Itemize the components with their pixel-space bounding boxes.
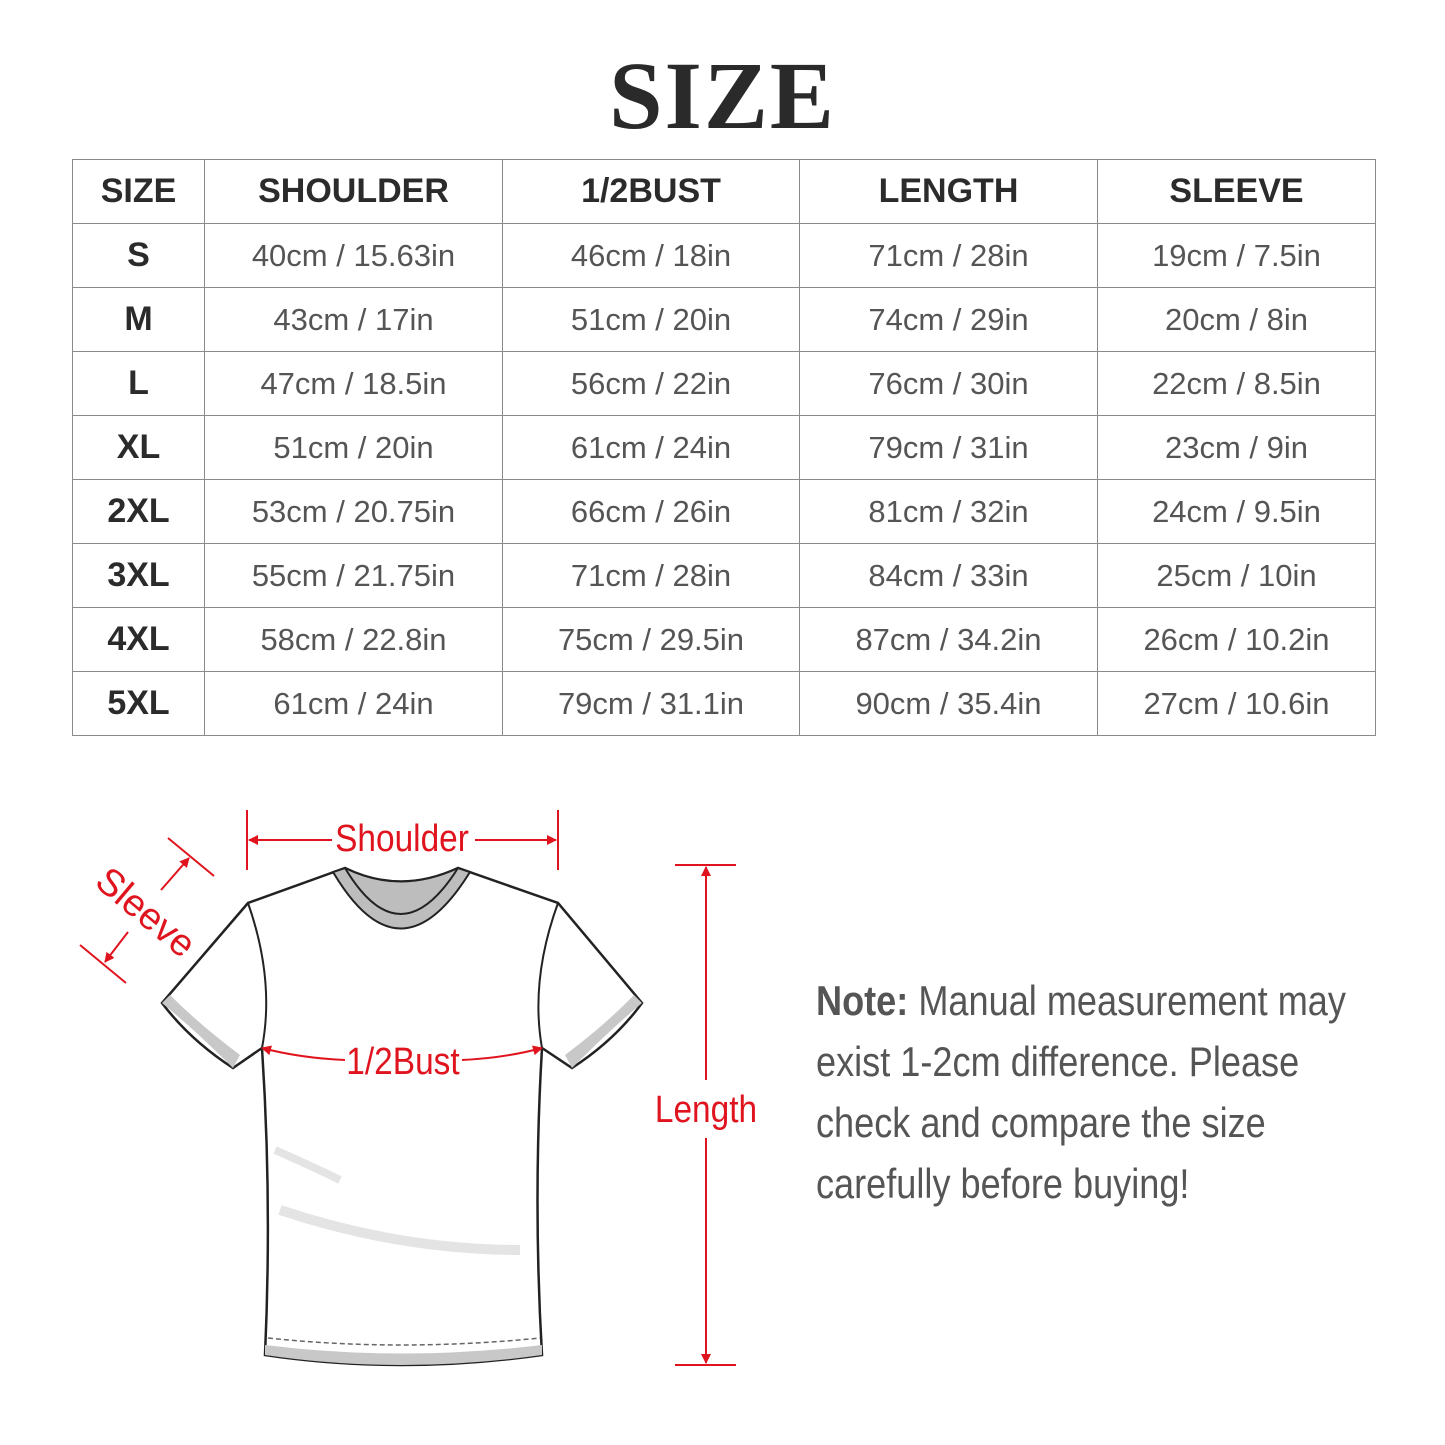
size-cell: 4XL — [72, 607, 205, 672]
sleeve-label: Sleeve — [87, 859, 203, 966]
measurement-cell: 76cm / 30in — [799, 351, 1098, 416]
note-line: Manual measurement may — [918, 977, 1346, 1024]
column-header: SLEEVE — [1097, 159, 1376, 224]
note-text: Note: Manual measurement may exist 1-2cm… — [816, 970, 1346, 1214]
measurement-cell: 74cm / 29in — [799, 287, 1098, 352]
measurement-cell: 24cm / 9.5in — [1097, 479, 1376, 544]
size-cell: L — [72, 351, 205, 416]
table-row: 5XL 61cm / 24in 79cm / 31.1in 90cm / 35.4in… — [72, 671, 1376, 736]
measurement-cell: 22cm / 8.5in — [1097, 351, 1376, 416]
measurement-cell: 55cm / 21.75in — [204, 543, 503, 608]
measurement-cell: 58cm / 22.8in — [204, 607, 503, 672]
note-line: check and compare the size — [816, 1099, 1266, 1146]
measurement-cell: 79cm / 31.1in — [502, 671, 800, 736]
measurement-cell: 56cm / 22in — [502, 351, 800, 416]
size-cell: 3XL — [72, 543, 205, 608]
sleeve-measure — [79, 837, 215, 984]
measurement-cell: 27cm / 10.6in — [1097, 671, 1376, 736]
page-title: SIZE — [609, 42, 836, 149]
note-line: exist 1-2cm difference. Please — [816, 1038, 1300, 1085]
length-label: Length — [655, 1088, 757, 1130]
size-cell: M — [72, 287, 205, 352]
table-row: 2XL 53cm / 20.75in 66cm / 26in 81cm / 32in 2… — [72, 479, 1376, 544]
size-cell: 5XL — [72, 671, 205, 736]
measurement-cell: 66cm / 26in — [502, 479, 800, 544]
measurement-cell: 23cm / 9in — [1097, 415, 1376, 480]
table-row: S 40cm / 15.63in 46cm / 18in 71cm / 28in 19c… — [72, 223, 1376, 288]
bust-measure — [261, 1045, 543, 1061]
measurement-cell: 40cm / 15.63in — [204, 223, 503, 288]
measurement-cell: 43cm / 17in — [204, 287, 503, 352]
size-cell: S — [72, 223, 205, 288]
measurement-cell: 20cm / 8in — [1097, 287, 1376, 352]
length-measure — [675, 864, 736, 1366]
measurement-cell: 61cm / 24in — [204, 671, 503, 736]
measurement-cell: 71cm / 28in — [502, 543, 800, 608]
measurement-cell: 90cm / 35.4in — [799, 671, 1098, 736]
measurement-cell: 75cm / 29.5in — [502, 607, 800, 672]
measurement-cell: 19cm / 7.5in — [1097, 223, 1376, 288]
table-header-row: SIZE SHOULDER 1/2BUST LENGTH SLEEVE — [72, 159, 1376, 224]
measurement-cell: 84cm / 33in — [799, 543, 1098, 608]
tshirt-outline — [160, 866, 644, 1367]
measurement-cell: 81cm / 32in — [799, 479, 1098, 544]
measurement-cell: 25cm / 10in — [1097, 543, 1376, 608]
size-cell: 2XL — [72, 479, 205, 544]
table-row: L 47cm / 18.5in 56cm / 22in 76cm / 30in 22cm… — [72, 351, 1376, 416]
shoulder-label: Shoulder — [335, 817, 469, 859]
shoulder-measure — [246, 810, 559, 870]
bust-label: 1/2Bust — [346, 1040, 459, 1082]
note-prefix: Note: — [816, 977, 909, 1024]
column-header: 1/2BUST — [502, 159, 800, 224]
measurement-cell: 79cm / 31in — [799, 415, 1098, 480]
measurement-cell: 61cm / 24in — [502, 415, 800, 480]
size-table: SIZE SHOULDER 1/2BUST LENGTH SLEEVE S 40cm / … — [72, 159, 1376, 736]
measurement-cell: 26cm / 10.2in — [1097, 607, 1376, 672]
table-row: 3XL 55cm / 21.75in 71cm / 28in 84cm / 33in 2… — [72, 543, 1376, 608]
table-row: XL 51cm / 20in 61cm / 24in 79cm / 31in 23cm … — [72, 415, 1376, 480]
measurement-cell: 53cm / 20.75in — [204, 479, 503, 544]
note-line: carefully before buying! — [816, 1160, 1190, 1207]
measurement-cell: 46cm / 18in — [502, 223, 800, 288]
column-header: SIZE — [72, 159, 205, 224]
measurement-cell: 47cm / 18.5in — [204, 351, 503, 416]
measurement-cell: 51cm / 20in — [502, 287, 800, 352]
column-header: LENGTH — [799, 159, 1098, 224]
measurement-cell: 51cm / 20in — [204, 415, 503, 480]
table-row: M 43cm / 17in 51cm / 20in 74cm / 29in 20cm /… — [72, 287, 1376, 352]
